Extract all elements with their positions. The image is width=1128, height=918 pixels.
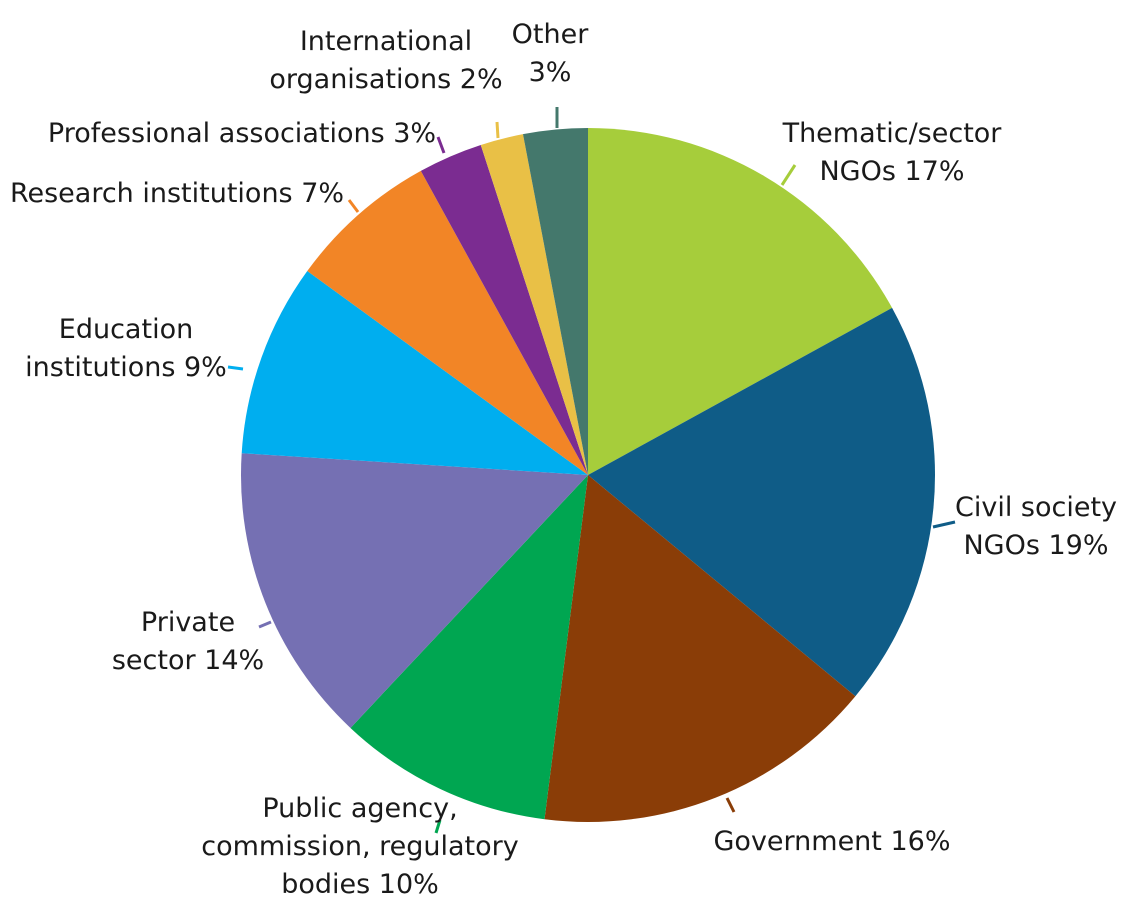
slice-label-5: Private sector 14% — [112, 607, 264, 676]
leader-line-7 — [347, 199, 360, 213]
slice-label-4: Public agency, commission, regulatory bodi… — [201, 793, 519, 900]
slice-label-3-line-1: Government 16% — [714, 826, 951, 857]
slice-label-5-line-2: sector 14% — [112, 645, 264, 676]
slice-label-4-line-2: commission, regulatory — [201, 831, 519, 862]
slice-label-6-line-1: Education — [59, 314, 193, 345]
pie-slice-4 — [350, 475, 588, 820]
pie-slice-10 — [522, 128, 588, 475]
leader-line-5 — [258, 620, 272, 629]
leader-line-3 — [725, 797, 736, 813]
slice-label-5-line-1: Private — [141, 607, 235, 638]
slice-label-8: Professional associations 3% — [48, 118, 436, 149]
slice-label-6: Education institutions 9% — [25, 314, 227, 383]
slice-label-4-line-3: bodies 10% — [281, 869, 439, 900]
slice-label-1: Thematic/sector NGOs 17% — [782, 118, 1003, 187]
slice-label-2-line-2: NGOs 19% — [963, 530, 1108, 561]
slice-label-3: Government 16% — [714, 826, 951, 857]
leader-line-8 — [436, 136, 446, 154]
slice-label-1-line-1: Thematic/sector — [782, 118, 1003, 149]
pie-slice-3 — [544, 475, 856, 822]
leader-line-2 — [932, 520, 956, 529]
pie-slice-6 — [241, 271, 588, 475]
slice-label-9-line-1: International — [300, 26, 472, 57]
slice-label-10-line-1: Other — [512, 19, 590, 50]
slice-label-4-line-1: Public agency, — [262, 793, 457, 824]
slice-label-6-line-2: institutions 9% — [25, 352, 227, 383]
leader-line-1 — [780, 164, 797, 186]
leader-line-6 — [227, 365, 244, 371]
pie-slice-1 — [588, 128, 893, 475]
slice-label-8-line-1: Professional associations 3% — [48, 118, 436, 149]
pie-slice-8 — [420, 144, 588, 476]
pie-slice-9 — [480, 134, 588, 475]
slice-label-7-line-1: Research institutions 7% — [10, 178, 344, 209]
slice-label-9: International organisations 2% — [269, 26, 502, 95]
leader-line-4 — [434, 819, 442, 834]
slice-label-7: Research institutions 7% — [10, 178, 344, 209]
slice-label-1-line-2: NGOs 17% — [819, 156, 964, 187]
slice-label-9-line-2: organisations 2% — [269, 64, 502, 95]
slice-label-2: Civil society NGOs 19% — [955, 492, 1117, 561]
slice-label-10-line-2: 3% — [529, 57, 572, 88]
leader-line-9 — [495, 121, 500, 139]
slice-label-2-line-1: Civil society — [955, 492, 1117, 523]
pie-slice-2 — [588, 307, 936, 697]
pie-slice-5 — [240, 453, 588, 728]
pie-slice-7 — [307, 170, 588, 476]
slice-label-10: Other 3% — [512, 19, 590, 88]
